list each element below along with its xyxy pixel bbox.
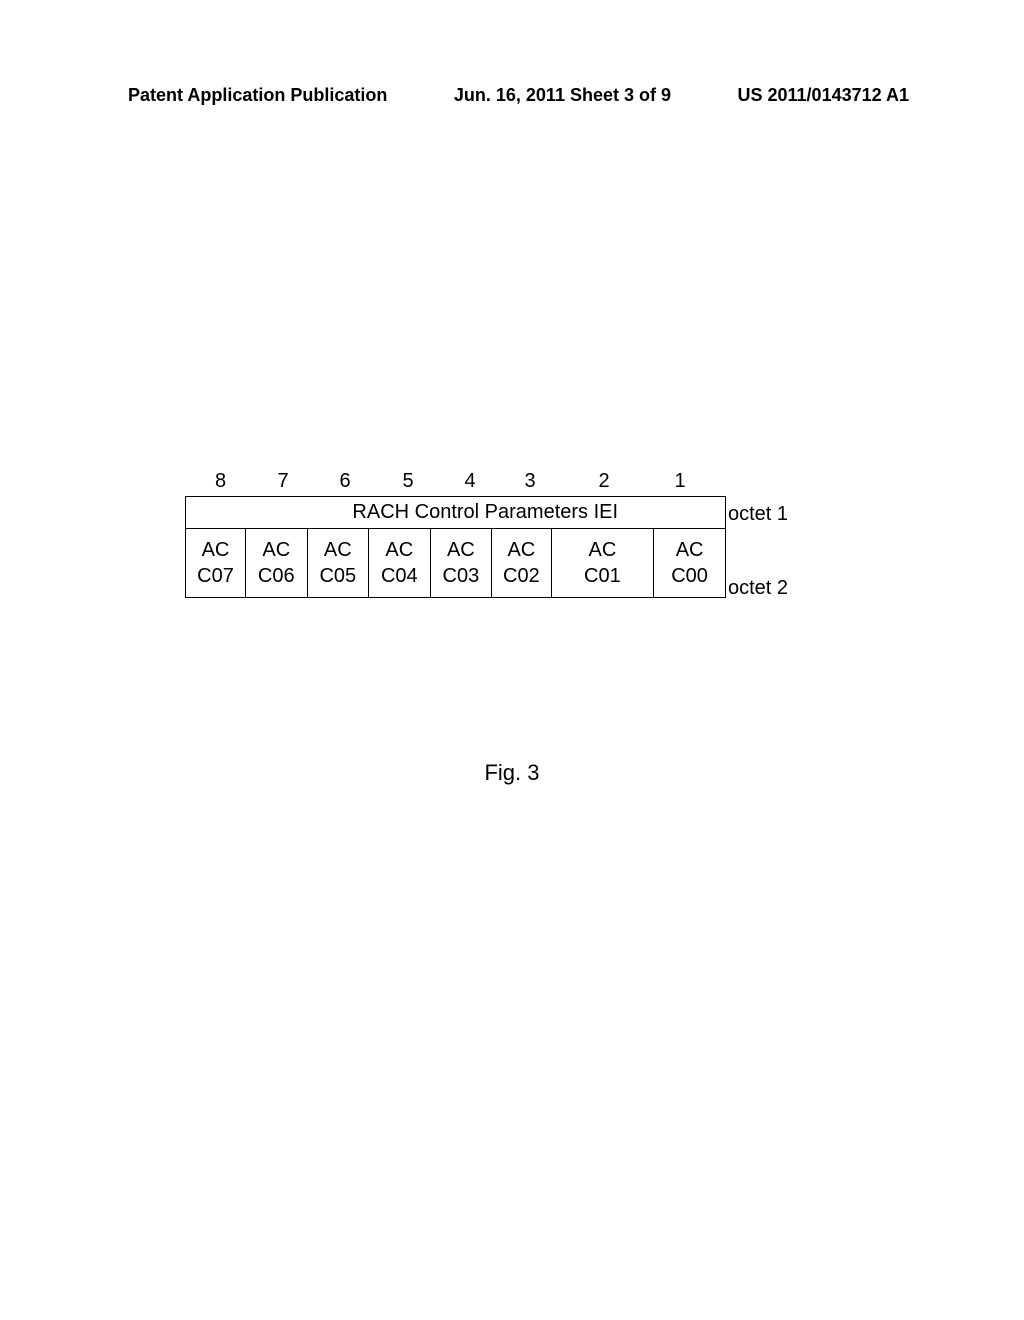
header-date-sheet: Jun. 16, 2011 Sheet 3 of 9 [454, 85, 671, 106]
bit-number-row: 8 7 6 5 4 3 2 1 [185, 470, 865, 493]
octet-1-label: octet 1 [728, 496, 788, 532]
ac-c03-cell: AC C03 [430, 529, 492, 598]
figure-label: Fig. 3 [0, 760, 1024, 786]
bit-number: 3 [501, 470, 559, 493]
octet-2-label: octet 2 [728, 532, 788, 602]
octet1-iei-cell: RACH Control Parameters IEI [246, 497, 726, 529]
bit-number: 8 [188, 470, 253, 493]
ac-c06-cell: AC C06 [246, 529, 308, 598]
table-row-octet2: AC C07 AC C06 AC C05 AC C04 AC C03 AC C0… [186, 529, 726, 598]
page-header: Patent Application Publication Jun. 16, … [0, 85, 1024, 106]
octet-labels: octet 1 octet 2 [728, 496, 788, 602]
ac-c04-cell: AC C04 [369, 529, 431, 598]
bit-number: 2 [559, 470, 649, 493]
header-publication-type: Patent Application Publication [128, 85, 387, 106]
bit-number: 7 [253, 470, 313, 493]
ac-c02-cell: AC C02 [492, 529, 551, 598]
bit-number: 6 [313, 470, 377, 493]
octet1-blank-cell [186, 497, 246, 529]
octet-table: RACH Control Parameters IEI AC C07 AC C0… [185, 496, 726, 598]
header-publication-number: US 2011/0143712 A1 [738, 85, 909, 106]
ac-c01-cell: AC C01 [551, 529, 654, 598]
ac-c00-cell: AC C00 [654, 529, 726, 598]
bit-number: 5 [377, 470, 439, 493]
bit-number: 1 [649, 470, 711, 493]
ac-c05-cell: AC C05 [307, 529, 369, 598]
rach-diagram: 8 7 6 5 4 3 2 1 RACH Control Parameters … [185, 470, 865, 602]
table-wrapper: RACH Control Parameters IEI AC C07 AC C0… [185, 496, 865, 602]
table-row-octet1: RACH Control Parameters IEI [186, 497, 726, 529]
bit-number: 4 [439, 470, 501, 493]
ac-c07-cell: AC C07 [186, 529, 246, 598]
